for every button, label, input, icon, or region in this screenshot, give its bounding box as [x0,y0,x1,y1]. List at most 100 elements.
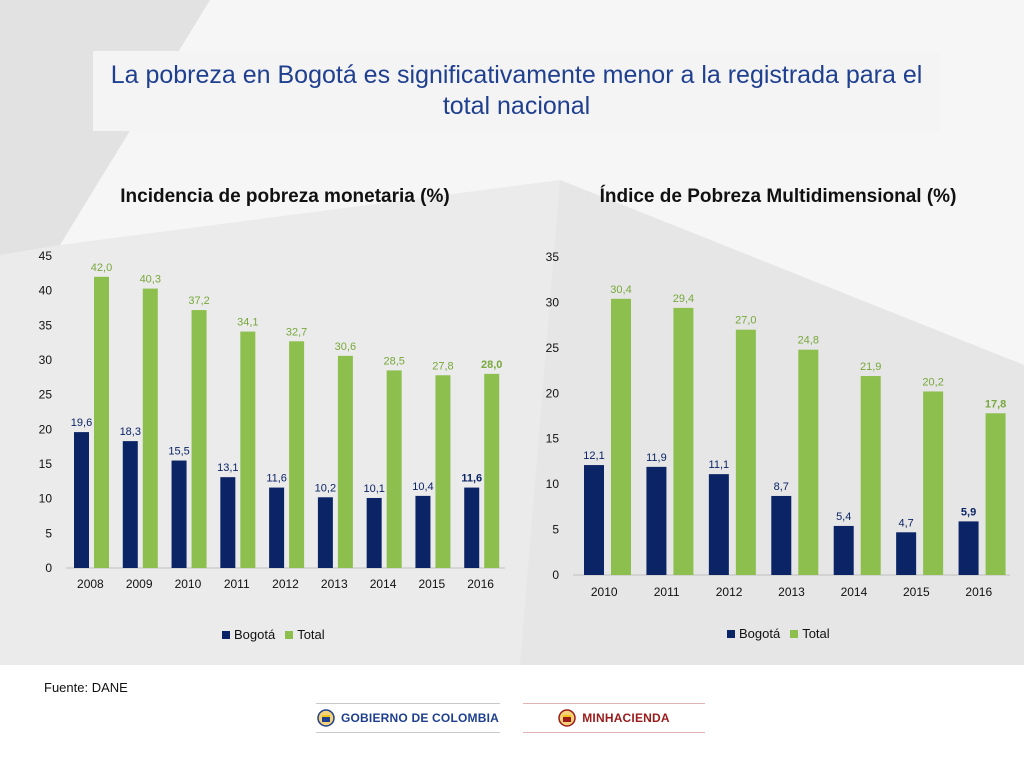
source-note: Fuente: DANE [44,680,128,695]
y-tick-label: 10 [39,492,53,506]
bar-total [673,307,694,575]
bar-total [735,329,756,575]
legend-swatch-bogota [727,629,735,638]
chart-pobreza-multidimensional: 0 5 10 15 20 25 30 35 12,1 30,4 2010 11,9 29,4 2011 11… [546,250,1010,599]
chart-pobreza-monetaria: 0 5 10 15 20 25 30 35 40 45 19,6 42,0 2008 18,3 40,3 20… [39,249,505,591]
data-label-bogota: 8,7 [774,481,789,493]
data-label-total: 34,1 [237,317,258,329]
bar-bogota [269,487,285,568]
x-tick-label: 2014 [841,585,868,599]
bar-bogota [646,466,667,575]
y-tick-label: 20 [546,386,560,400]
y-tick-label: 25 [39,388,53,402]
bar-bogota [464,487,480,568]
data-label-bogota: 15,5 [168,446,189,458]
bar-total [191,310,207,568]
y-tick-label: 5 [552,523,559,537]
logo-minhacienda-text: MINHACIENDA [582,711,670,725]
bar-bogota [171,460,187,568]
y-tick-label: 10 [546,477,560,491]
data-label-bogota: 11,9 [646,452,667,464]
y-tick-label: 15 [39,457,53,471]
bar-bogota [958,521,979,575]
bar-bogota [833,525,854,575]
bar-total [923,391,944,575]
y-tick-label: 40 [39,284,53,298]
legend-label-total: Total [297,627,325,642]
chart-2-title: Índice de Pobreza Multidimensional (%) [599,186,957,207]
bar-total [611,298,631,575]
data-label-total: 37,2 [188,295,209,307]
y-tick-label: 5 [45,526,52,540]
data-label-total: 17,8 [985,398,1006,410]
bar-total [860,376,881,575]
x-tick-label: 2009 [126,577,153,591]
data-label-bogota: 10,1 [363,483,384,495]
data-label-total: 32,7 [286,326,307,338]
chart-1-legend: Bogotá Total [222,627,335,642]
y-tick-label: 15 [546,432,560,446]
data-label-total: 21,9 [860,361,881,373]
data-label-bogota: 12,1 [583,450,604,462]
bar-total [484,373,500,568]
legend-label-bogota: Bogotá [739,626,781,641]
x-tick-label: 2011 [224,577,250,591]
y-tick-label: 0 [45,561,52,575]
bar-total [386,370,402,568]
colombia-seal-icon [317,709,335,727]
x-tick-label: 2013 [778,585,805,599]
x-tick-label: 2016 [467,577,494,591]
footer-band [0,665,1024,768]
colombia-seal-icon [558,709,576,727]
x-tick-label: 2016 [965,585,992,599]
bar-bogota [771,495,792,575]
data-label-total: 42,0 [91,262,112,274]
data-label-bogota: 5,9 [961,506,976,518]
data-label-total: 28,5 [383,355,404,367]
data-label-total: 20,2 [922,376,943,388]
data-label-bogota: 18,3 [120,426,141,438]
legend-item-total: Total [790,626,830,641]
y-tick-label: 25 [546,341,560,355]
y-tick-label: 20 [39,422,53,436]
y-tick-label: 45 [39,249,53,263]
slide-title: La pobreza en Bogotá es significativamen… [110,61,923,120]
chart-1-title: Incidencia de pobreza monetaria (%) [120,186,450,207]
bar-bogota [366,497,382,568]
legend-label-bogota: Bogotá [234,627,276,642]
x-tick-label: 2015 [418,577,445,591]
y-tick-label: 30 [546,295,560,309]
title-box: La pobreza en Bogotá es significativamen… [93,51,940,131]
logo-gobierno-de-colombia: GOBIERNO DE COLOMBIA [316,703,500,733]
legend-item-bogota: Bogotá [222,627,275,642]
x-tick-label: 2010 [175,577,202,591]
data-label-total: 40,3 [140,274,161,286]
x-tick-label: 2015 [903,585,930,599]
logo-gobierno-text: GOBIERNO DE COLOMBIA [340,711,499,725]
bar-bogota [708,474,729,575]
data-label-bogota: 11,6 [266,473,287,485]
bar-bogota [584,465,604,575]
y-tick-label: 35 [546,250,560,264]
legend-swatch-bogota [222,630,230,639]
x-tick-label: 2014 [370,577,397,591]
data-label-bogota: 5,4 [836,511,851,523]
data-label-bogota: 19,6 [71,417,92,429]
bar-bogota [415,495,431,568]
chart-2-legend: Bogotá Total [727,626,840,641]
legend-item-bogota: Bogotá [727,626,780,641]
bar-total [798,349,819,575]
x-tick-label: 2013 [321,577,348,591]
legend-item-total: Total [285,627,325,642]
x-tick-label: 2012 [716,585,743,599]
bar-total [289,341,305,568]
bar-total [985,413,1006,575]
data-label-bogota: 10,2 [315,482,336,494]
bar-bogota [317,497,333,568]
data-label-bogota: 13,1 [217,462,238,474]
y-tick-label: 0 [552,568,559,582]
legend-swatch-total [790,629,799,638]
data-label-total: 30,4 [610,284,631,296]
legend-label-total: Total [802,626,830,641]
bar-bogota [896,532,917,575]
